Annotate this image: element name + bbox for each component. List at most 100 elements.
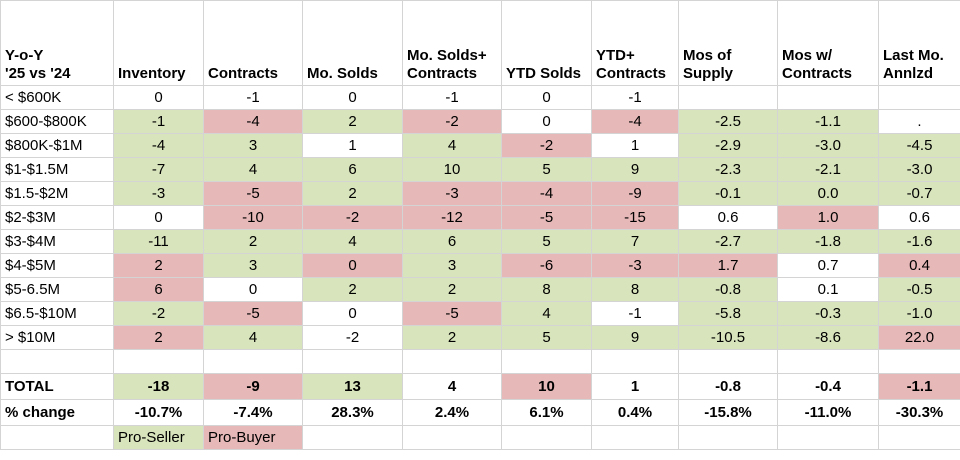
table-cell: -5 xyxy=(203,181,303,206)
empty-cell xyxy=(591,425,679,450)
table-cell: 0 xyxy=(302,253,403,278)
empty-cell xyxy=(0,425,114,450)
table-cell: -2 xyxy=(302,325,403,350)
table-cell: -5 xyxy=(402,301,502,326)
yoy-table: Y-o-Y '25 vs '24 Inventory Contracts Mo. So… xyxy=(0,0,960,450)
table-cell: -5 xyxy=(203,301,303,326)
legend-row: Pro-Seller Pro-Buyer xyxy=(0,425,960,450)
empty-cell xyxy=(302,349,403,374)
total-label: TOTAL xyxy=(0,373,114,400)
table-cell: 2 xyxy=(402,325,502,350)
total-cell: -18 xyxy=(113,373,204,400)
table-row: < $600K 0 -1 0 -1 0 -1 xyxy=(0,85,960,110)
table-cell: 5 xyxy=(501,157,592,182)
row-label: $4-$5M xyxy=(0,253,114,278)
table-row: $2-$3M 0 -10 -2 -12 -5 -15 0.6 1.0 0.6 xyxy=(0,205,960,230)
table-cell: 1.0 xyxy=(777,205,879,230)
table-cell: 4 xyxy=(501,301,592,326)
empty-cell xyxy=(777,425,879,450)
table-cell: -10 xyxy=(203,205,303,230)
column-header-text: Contracts xyxy=(208,65,279,82)
column-header-text: Mo. Solds xyxy=(307,65,378,82)
table-cell: 0.4 xyxy=(878,253,960,278)
corner-text: Y-o-Y '25 vs '24 xyxy=(5,47,71,82)
table-cell: 4 xyxy=(302,229,403,254)
table-cell: -11 xyxy=(113,229,204,254)
table-cell: -1 xyxy=(402,85,502,110)
table-cell: -9 xyxy=(591,181,679,206)
table-cell: -1.6 xyxy=(878,229,960,254)
table-cell: -6 xyxy=(501,253,592,278)
table-row: $4-$5M 2 3 0 3 -6 -3 1.7 0.7 0.4 xyxy=(0,253,960,278)
total-cell: 10 xyxy=(501,373,592,400)
table-row: $1-$1.5M -7 4 6 10 5 9 -2.3 -2.1 -3.0 xyxy=(0,157,960,182)
empty-cell xyxy=(878,425,960,450)
table-cell: -2 xyxy=(302,205,403,230)
table-cell: 0.7 xyxy=(777,253,879,278)
table-cell: -3.0 xyxy=(878,157,960,182)
column-header: Mos w/ Contracts xyxy=(777,0,879,86)
table-cell: -12 xyxy=(402,205,502,230)
legend-pro-seller: Pro-Seller xyxy=(113,425,204,450)
percent-change-cell: 28.3% xyxy=(302,399,403,426)
table-cell: -2.1 xyxy=(777,157,879,182)
empty-cell xyxy=(678,349,778,374)
row-label: $2-$3M xyxy=(0,205,114,230)
table-cell: 2 xyxy=(402,277,502,302)
empty-cell xyxy=(0,349,114,374)
column-header: YTD Solds xyxy=(501,0,592,86)
empty-cell xyxy=(878,349,960,374)
table-cell: -15 xyxy=(591,205,679,230)
table-cell: 5 xyxy=(501,325,592,350)
column-header: YTD+ Contracts xyxy=(591,0,679,86)
row-label: $5-6.5M xyxy=(0,277,114,302)
column-header: Contracts xyxy=(203,0,303,86)
table-cell: -10.5 xyxy=(678,325,778,350)
table-cell: 1 xyxy=(302,133,403,158)
percent-change-label: % change xyxy=(0,399,114,426)
table-cell: -0.5 xyxy=(878,277,960,302)
table-cell: 0.6 xyxy=(678,205,778,230)
total-cell: 13 xyxy=(302,373,403,400)
total-cell: -0.4 xyxy=(777,373,879,400)
header-row: Y-o-Y '25 vs '24 Inventory Contracts Mo. So… xyxy=(0,0,960,86)
table-cell: -4.5 xyxy=(878,133,960,158)
table-cell: -2.7 xyxy=(678,229,778,254)
table-cell: 0 xyxy=(302,301,403,326)
percent-change-cell: 6.1% xyxy=(501,399,592,426)
table-cell: 6 xyxy=(402,229,502,254)
table-cell: 0 xyxy=(501,85,592,110)
table-cell: 3 xyxy=(402,253,502,278)
table-cell: -2.5 xyxy=(678,109,778,134)
table-cell: 0 xyxy=(203,277,303,302)
column-header: Mos of Supply xyxy=(678,0,778,86)
table-cell: -2 xyxy=(402,109,502,134)
table-cell: -4 xyxy=(113,133,204,158)
table-cell: 2 xyxy=(203,229,303,254)
column-header: Last Mo. Annlzd xyxy=(878,0,960,86)
table-cell: 1.7 xyxy=(678,253,778,278)
percent-change-cell: -11.0% xyxy=(777,399,879,426)
table-cell: 0 xyxy=(501,109,592,134)
table-cell: -0.8 xyxy=(678,277,778,302)
table-cell: 2 xyxy=(113,325,204,350)
percent-change-cell: -30.3% xyxy=(878,399,960,426)
table-cell xyxy=(777,85,879,110)
total-cell: -9 xyxy=(203,373,303,400)
table-row: > $10M 2 4 -2 2 5 9 -10.5 -8.6 22.0 xyxy=(0,325,960,350)
table-cell: 2 xyxy=(302,277,403,302)
table-cell: -1.1 xyxy=(777,109,879,134)
table-cell: 10 xyxy=(402,157,502,182)
table-cell: 0 xyxy=(302,85,403,110)
column-header: Inventory xyxy=(113,0,204,86)
table-cell: 0.0 xyxy=(777,181,879,206)
table-cell: -4 xyxy=(501,181,592,206)
table-cell: -3.0 xyxy=(777,133,879,158)
column-header-text: Mos w/ Contracts xyxy=(782,47,853,82)
table-cell: -3 xyxy=(113,181,204,206)
table-cell xyxy=(678,85,778,110)
column-header-text: Mos of Supply xyxy=(683,47,734,82)
row-label: $800K-$1M xyxy=(0,133,114,158)
table-cell: -1 xyxy=(203,85,303,110)
table-cell: 22.0 xyxy=(878,325,960,350)
